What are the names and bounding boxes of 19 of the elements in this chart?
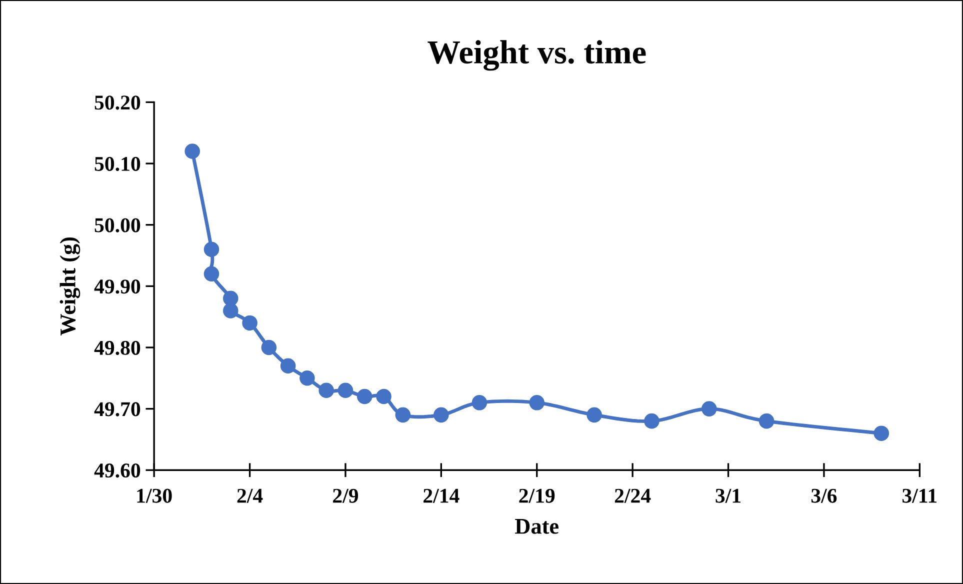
chart-title: Weight vs. time — [428, 40, 646, 71]
y-tick-label: 49.60 — [94, 463, 140, 478]
y-axis-title: Weight (g) — [60, 237, 80, 336]
y-tick-label: 49.80 — [94, 340, 140, 356]
x-tick-label: 3/6 — [811, 488, 837, 503]
x-tick-label: 2/4 — [237, 488, 263, 503]
y-tick-label: 49.70 — [94, 402, 140, 416]
x-tick-label: 2/14 — [424, 488, 460, 503]
x-tick-label: 1/30 — [137, 488, 172, 503]
x-axis-title: Date — [515, 519, 559, 534]
x-tick-label: 3/1 — [716, 488, 740, 503]
x-tick-label: 2/19 — [519, 488, 555, 503]
y-tick-label: 50.10 — [94, 156, 140, 172]
x-tick-label: 3/11 — [902, 488, 937, 503]
y-tick-label: 50.00 — [94, 218, 140, 232]
x-tick-label: 2/24 — [614, 488, 651, 503]
x-tick-label: 2/9 — [333, 488, 358, 503]
y-tick-label: 50.20 — [94, 96, 140, 110]
y-tick-label: 49.90 — [94, 280, 140, 294]
